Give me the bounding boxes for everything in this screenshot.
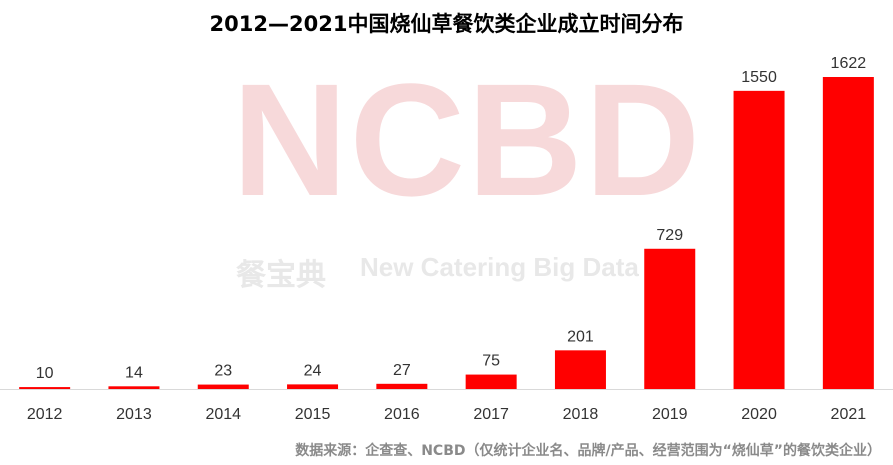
- data-label-2015: 24: [304, 362, 322, 379]
- bar-2018: [554, 350, 606, 389]
- x-tick-2017: 2017: [473, 406, 509, 423]
- bar-2019: [644, 248, 696, 389]
- x-tick-2015: 2015: [295, 406, 331, 423]
- bar-2013: [108, 386, 160, 389]
- x-tick-2016: 2016: [384, 406, 420, 423]
- data-label-2013: 14: [125, 364, 143, 381]
- data-label-2018: 201: [567, 328, 594, 345]
- x-tick-2021: 2021: [831, 406, 867, 423]
- data-label-2017: 75: [482, 353, 500, 370]
- bar-2021: [822, 77, 874, 389]
- data-label-2019: 729: [656, 227, 683, 244]
- x-tick-2018: 2018: [563, 406, 599, 423]
- bar-2016: [376, 383, 428, 389]
- data-source-note: 数据来源：企查查、NCBD（仅统计企业名、品牌/产品、经营范围为“烧仙草”的餐饮…: [295, 443, 881, 459]
- x-tick-2014: 2014: [205, 406, 241, 423]
- bar-2014: [197, 384, 249, 389]
- bar-2017: [465, 374, 517, 389]
- bar-2020: [733, 90, 785, 389]
- chart-title: 2012—2021中国烧仙草餐饮类企业成立时间分布: [209, 12, 684, 36]
- bar-2015: [287, 384, 339, 389]
- data-label-2012: 10: [36, 365, 54, 382]
- data-label-2014: 23: [214, 363, 232, 380]
- x-tick-2019: 2019: [652, 406, 688, 423]
- x-tick-2020: 2020: [741, 406, 777, 423]
- bar-2012: [19, 387, 71, 389]
- x-tick-2013: 2013: [116, 406, 152, 423]
- x-tick-2012: 2012: [27, 406, 63, 423]
- data-label-2021: 1622: [831, 55, 867, 72]
- bar-chart-plot: 10 2012 14 2013 23 2014 24 2015 27 2016 75 2017 201 2…: [0, 55, 893, 423]
- data-label-2020: 1550: [741, 69, 777, 86]
- data-label-2016: 27: [393, 362, 411, 379]
